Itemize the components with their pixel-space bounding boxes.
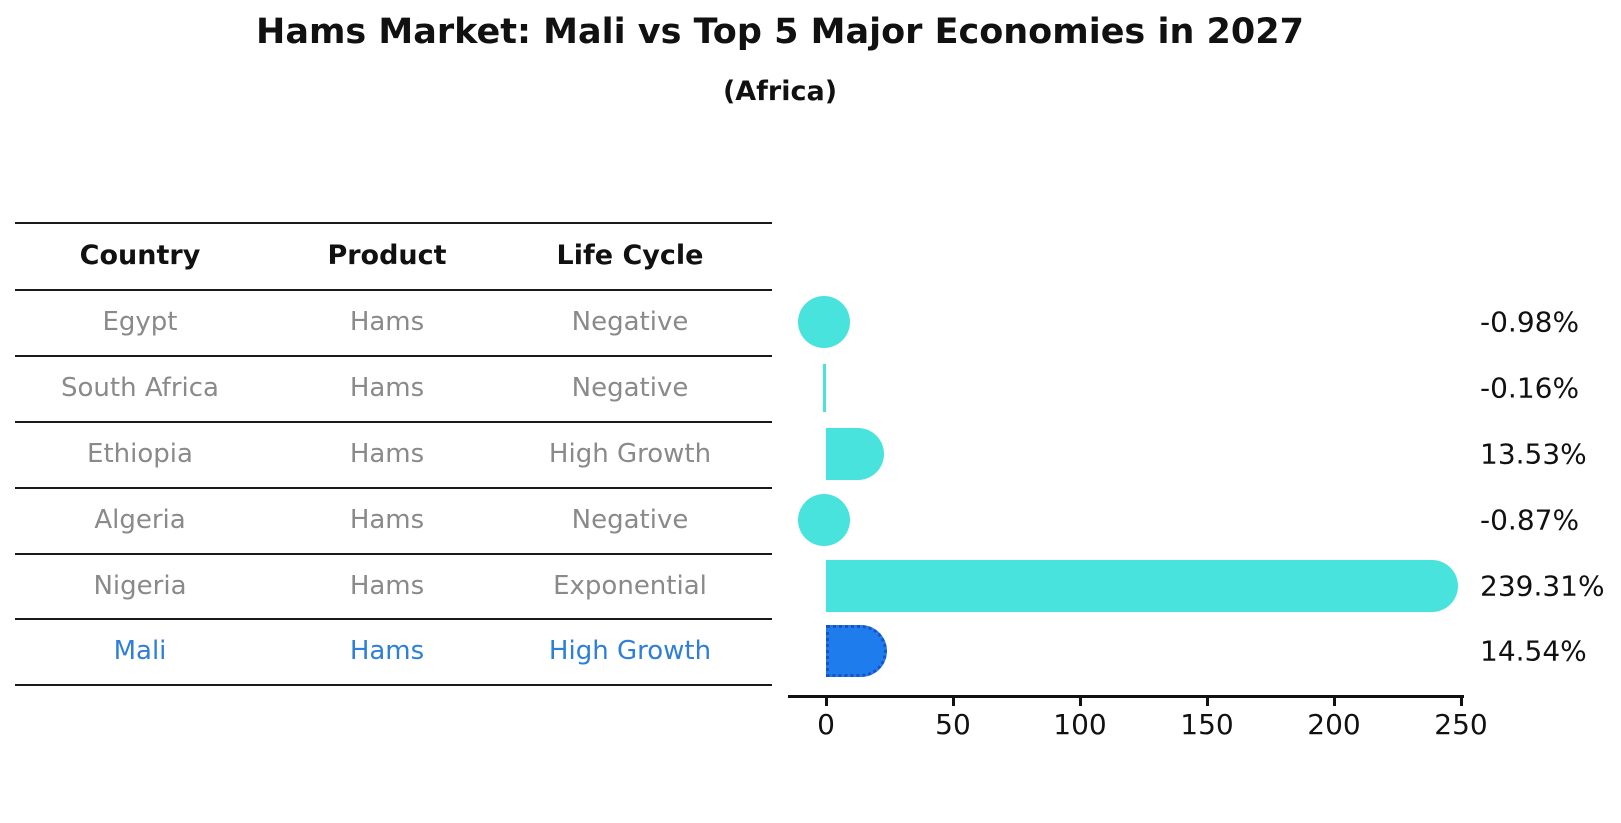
x-tick-mark <box>952 697 955 706</box>
table-cell-product: Hams <box>349 307 425 337</box>
value-label-mali: 14.54% <box>1480 634 1587 668</box>
x-tick-label: 100 <box>1053 708 1107 741</box>
table-cell-life-cycle: Negative <box>571 307 689 337</box>
x-tick-mark <box>1333 697 1336 706</box>
table-cell-country: Egypt <box>102 307 178 337</box>
x-tick-label: 0 <box>817 708 835 741</box>
table-cell-life-cycle: Exponential <box>553 571 707 601</box>
chart-title: Hams Market: Mali vs Top 5 Major Economi… <box>256 12 1304 52</box>
x-tick-mark <box>1460 697 1463 706</box>
x-tick-label: 150 <box>1180 708 1234 741</box>
x-tick-mark <box>825 697 828 706</box>
table-cell-product-mali: Hams <box>349 636 425 666</box>
bar-mali <box>826 625 887 677</box>
table-cell-product: Hams <box>349 571 425 601</box>
table-cell-country: Ethiopia <box>87 439 193 469</box>
x-tick-label: 50 <box>935 708 971 741</box>
table-rule <box>15 487 772 489</box>
x-tick-label: 200 <box>1307 708 1361 741</box>
table-cell-life-cycle-mali: High Growth <box>548 636 712 666</box>
bar-south-africa <box>823 364 826 412</box>
x-tick-mark <box>1206 697 1209 706</box>
column-header-product: Product <box>327 240 447 271</box>
x-axis-line <box>788 695 1464 698</box>
table-rule <box>15 355 772 357</box>
table-cell-product: Hams <box>349 505 425 535</box>
x-tick-label: 250 <box>1434 708 1488 741</box>
bar-ethiopia <box>826 428 885 480</box>
table-cell-product: Hams <box>349 373 425 403</box>
bar-algeria <box>798 494 850 546</box>
table-cell-life-cycle: High Growth <box>548 439 712 469</box>
table-rule <box>15 289 772 291</box>
column-header-country: Country <box>79 240 201 271</box>
bar-egypt <box>798 296 850 348</box>
value-label-ethiopia: 13.53% <box>1480 437 1587 471</box>
value-label-south-africa: -0.16% <box>1480 371 1580 405</box>
table-cell-life-cycle: Negative <box>571 505 689 535</box>
x-tick-mark <box>1079 697 1082 706</box>
table-rule <box>15 684 772 686</box>
table-cell-country: Nigeria <box>93 571 187 601</box>
table-rule <box>15 618 772 620</box>
table-cell-country: South Africa <box>61 373 219 403</box>
bar-nigeria <box>826 560 1458 612</box>
chart-subtitle: (Africa) <box>722 76 838 107</box>
table-cell-life-cycle: Negative <box>571 373 689 403</box>
column-header-life-cycle: Life Cycle <box>556 240 704 271</box>
table-cell-product: Hams <box>349 439 425 469</box>
table-rule <box>15 421 772 423</box>
table-rule <box>15 222 772 224</box>
table-cell-country-mali: Mali <box>113 636 167 666</box>
table-cell-country: Algeria <box>94 505 186 535</box>
table-rule <box>15 553 772 555</box>
value-label-nigeria: 239.31% <box>1480 569 1605 603</box>
value-label-egypt: -0.98% <box>1480 305 1580 339</box>
value-label-algeria: -0.87% <box>1480 503 1580 537</box>
